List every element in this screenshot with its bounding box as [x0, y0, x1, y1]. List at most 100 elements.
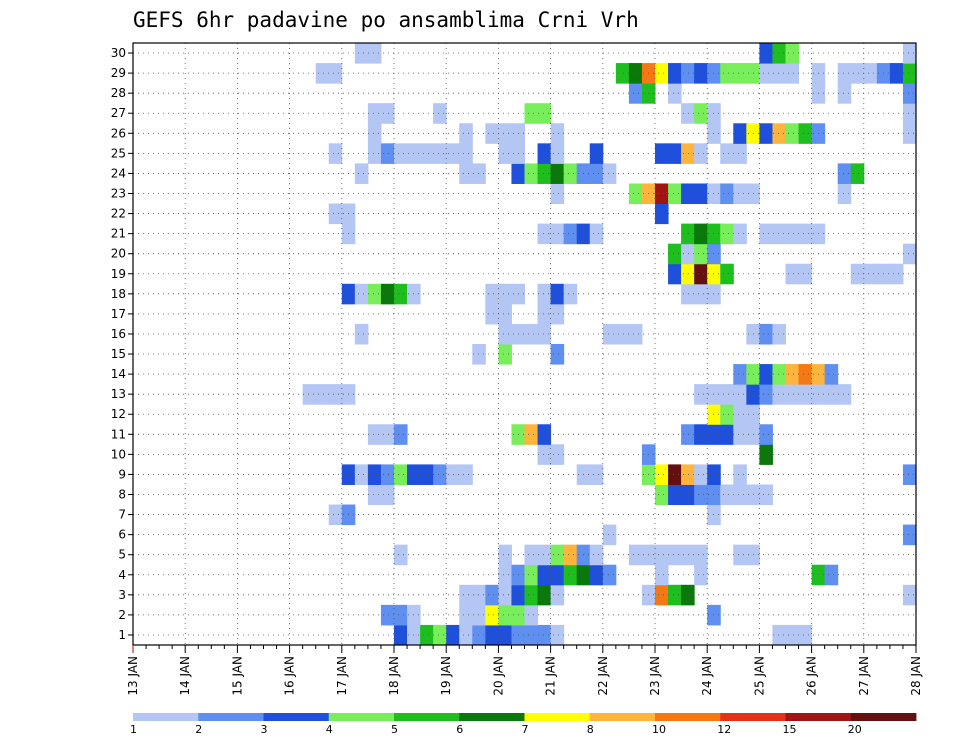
heatmap-cell [446, 624, 460, 646]
heatmap-cell [524, 624, 539, 646]
heatmap-cell [681, 223, 695, 245]
heatmap-cell [798, 624, 813, 646]
heatmap-cell [550, 344, 565, 365]
heatmap-cell [537, 424, 552, 445]
gridlines [133, 43, 916, 645]
heatmap-cell [681, 464, 695, 485]
heatmap-cell [785, 384, 800, 405]
heatmap-cell [498, 584, 512, 606]
x-tick-label: 22 JAN [596, 656, 610, 696]
heatmap-cell [602, 564, 617, 586]
heatmap-cell [498, 544, 512, 566]
heatmap-cell [772, 43, 786, 64]
heatmap-cell [537, 323, 552, 345]
y-tick-label: 20 [111, 247, 126, 261]
y-tick-label: 12 [111, 407, 126, 421]
heatmap-cell [550, 444, 565, 465]
heatmap-cell [720, 384, 734, 405]
heatmap-cell [889, 63, 904, 84]
heatmap-cell [433, 143, 447, 164]
heatmap-cell [498, 344, 512, 365]
heatmap-cell [655, 464, 669, 485]
heatmap-cell [602, 163, 617, 184]
heatmap-cell [902, 43, 917, 64]
heatmap-cell [759, 43, 773, 64]
x-axis: 13 JAN 14 JAN 15 JAN 16 JAN 17 JAN 18 JAN 19 J… [126, 645, 923, 696]
heatmap-cell [902, 83, 917, 104]
heatmap-cell [602, 524, 617, 546]
heatmap-cell [524, 584, 539, 606]
heatmap-cell [863, 63, 878, 84]
y-axis: 1234567891011121314151617181920212223242… [111, 46, 133, 642]
heatmap-cell [694, 424, 708, 445]
colorbar-swatch [133, 713, 199, 721]
heatmap-cell [394, 143, 408, 164]
colorbar-label: 5 [391, 723, 398, 736]
heatmap-cell [694, 103, 708, 124]
heatmap-cell [485, 604, 499, 626]
heatmap-cell [733, 123, 747, 144]
heatmap-cell [394, 464, 408, 485]
heatmap-cell [850, 63, 865, 84]
heatmap-cell [785, 63, 800, 84]
heatmap-cell [772, 63, 786, 84]
heatmap-cell [733, 223, 747, 245]
heatmap-cell [550, 123, 565, 144]
heatmap-cell [733, 544, 747, 566]
heatmap-cell [367, 143, 382, 164]
heatmap-cell [315, 384, 330, 405]
heatmap-cell [472, 584, 486, 606]
heatmap-cell [628, 183, 643, 205]
y-tick-label: 17 [111, 307, 126, 321]
colorbar-legend: 1 2 3 4 5 6 7 8 10 12 15 20 [130, 713, 917, 736]
heatmap-cell [668, 83, 682, 104]
colorbar-label: 15 [783, 723, 797, 736]
heatmap-cell [459, 143, 473, 164]
heatmap-cell [459, 604, 473, 626]
heatmap-cell [694, 564, 708, 586]
colorbar-label: 8 [587, 723, 594, 736]
heatmap-cell [537, 624, 552, 646]
colorbar-label: 10 [652, 723, 666, 736]
x-tick-label: 27 JAN [857, 656, 871, 696]
heatmap-cell [394, 624, 408, 646]
heatmap-cell [589, 564, 604, 586]
heatmap-cell [498, 604, 512, 626]
heatmap-cell [733, 364, 747, 385]
heatmap-cell [681, 424, 695, 445]
heatmap-cell [315, 63, 330, 84]
colorbar-swatch [198, 713, 264, 721]
heatmap-cell [524, 564, 539, 586]
heatmap-cell [433, 464, 447, 485]
heatmap-cell [459, 464, 473, 485]
heatmap-cell [681, 103, 695, 124]
heatmap-cell [628, 83, 643, 104]
heatmap-cell [720, 404, 734, 425]
heatmap-cell [498, 283, 512, 305]
y-tick-label: 8 [118, 488, 126, 502]
colorbar-swatch [720, 713, 786, 721]
heatmap-cell [459, 163, 473, 184]
heatmap-cell [655, 584, 669, 606]
heatmap-cell [485, 624, 499, 646]
heatmap-cell [655, 183, 669, 205]
heatmap-cell [759, 323, 773, 345]
heatmap-cell [354, 464, 369, 485]
colorbar-swatch [263, 713, 330, 721]
heatmap-cell [785, 364, 800, 385]
heatmap-cell [550, 163, 565, 184]
heatmap-cell [668, 263, 682, 285]
y-tick-label: 7 [118, 508, 126, 522]
heatmap-cell [902, 464, 917, 485]
heatmap-cell [589, 544, 604, 566]
heatmap-cell [759, 484, 773, 506]
heatmap-cell [785, 223, 800, 245]
heatmap-cell [694, 544, 708, 566]
heatmap-cell [720, 63, 734, 84]
y-tick-label: 18 [111, 287, 126, 301]
heatmap-cell [485, 584, 499, 606]
chart-title: GEFS 6hr padavine po ansamblima Crni Vrh [133, 8, 639, 32]
heatmap-cell [694, 223, 708, 245]
heatmap-cell [380, 143, 395, 164]
